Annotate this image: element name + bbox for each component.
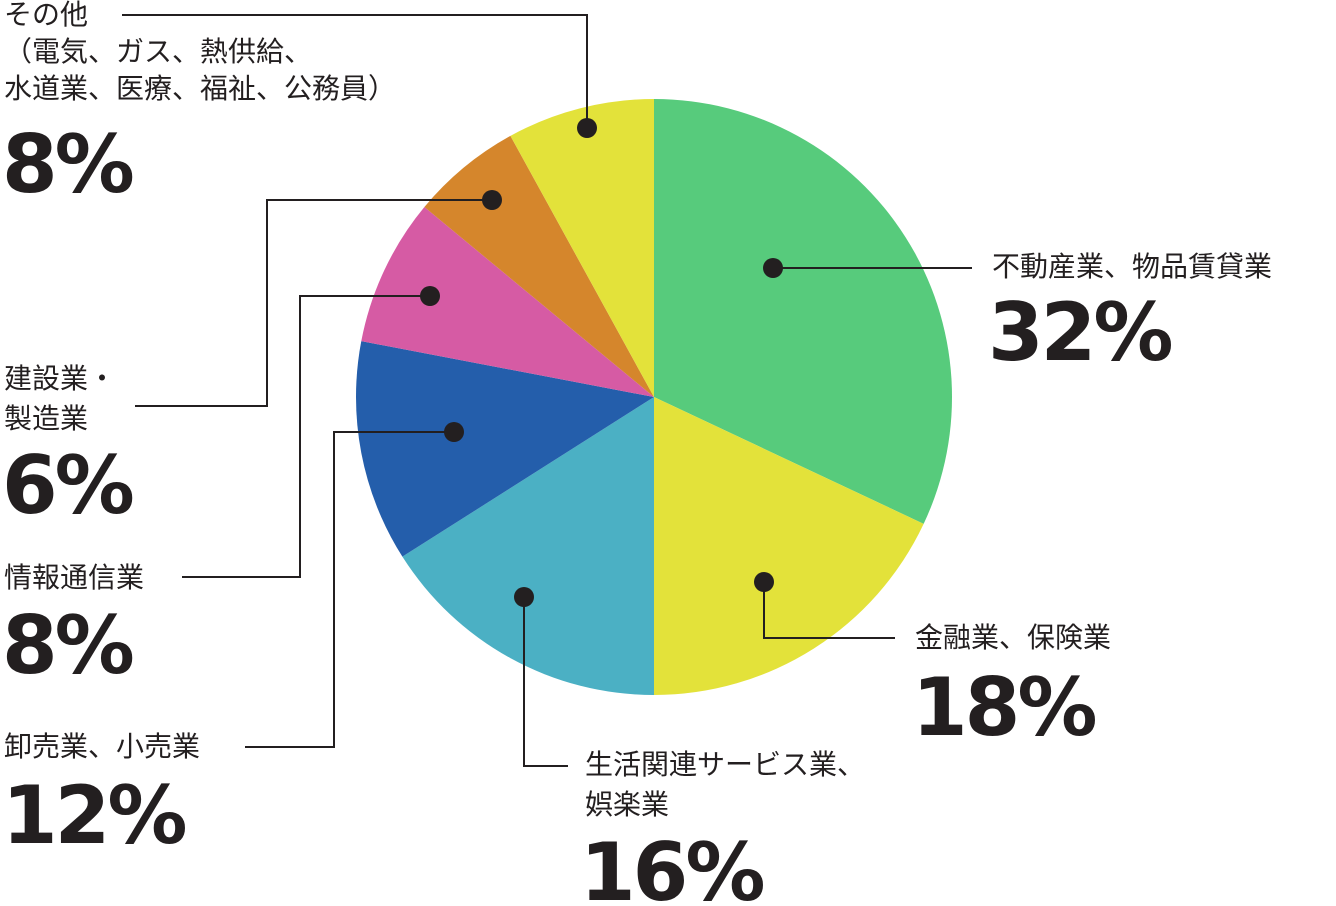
slice-percent-real_estate: 32% [988,286,1171,379]
leader-dot-info [420,286,440,306]
pie-slice-construction [424,135,654,398]
slice-percent-trade: 12% [2,769,185,862]
slice-label-construction-line-1: 建設業・ [4,362,116,395]
leader-line-other [122,14,588,128]
leader-line-trade [245,431,454,748]
pie-slice-info [361,207,654,397]
slice-percent-info: 8% [2,599,133,692]
leader-line-finance [763,582,895,639]
slice-label-info-line-1: 情報通信業 [4,561,144,594]
pie-slices [356,99,953,695]
pie-slice-trade [356,341,654,557]
slice-label-real_estate-line-1: 不動産業、物品賃貸業 [992,250,1272,283]
pie-slice-real_estate [654,99,953,524]
slice-label-other-line-3: 水道業、医療、福祉、公務員） [4,72,396,105]
leader-line-construction [135,199,492,407]
leader-dot-finance [754,572,774,592]
leader-line-info [182,295,430,578]
pie-slice-other [510,99,654,397]
slice-label-other-line-2: （電気、ガス、熱供給、 [4,35,312,68]
slice-label-finance-line-1: 金融業、保険業 [915,621,1111,654]
slice-label-services-line-2: 娯楽業 [585,788,669,821]
slice-label-services-line-1: 生活関連サービス業、 [585,748,865,781]
slice-label-construction-line-2: 製造業 [4,402,88,435]
leader-lines [122,14,972,767]
leader-dot-other [577,118,597,138]
slice-percent-other: 8% [2,118,133,211]
slice-percent-finance: 18% [912,661,1095,754]
slice-label-trade-line-1: 卸売業、小売業 [4,730,200,763]
pie-slice-services [402,397,654,695]
pie-slice-finance [654,397,924,695]
leader-dot-trade [444,422,464,442]
leader-dot-construction [482,190,502,210]
leader-dot-real_estate [763,258,783,278]
leader-line-services [523,597,568,767]
leader-dot-services [514,587,534,607]
slice-percent-construction: 6% [2,439,133,532]
slice-label-other-line-1: その他 [4,0,88,31]
slice-percent-services: 16% [580,826,763,906]
